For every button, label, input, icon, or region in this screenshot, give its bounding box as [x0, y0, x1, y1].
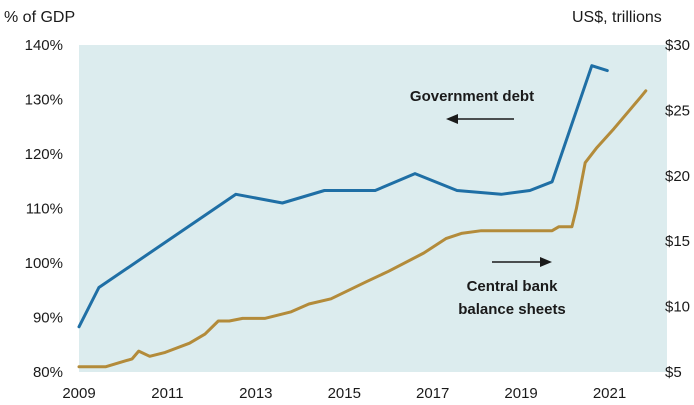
x-axis: 2009 2011 2013 2015 2017 2019 2021 [62, 385, 626, 402]
y-tick-right-label: $25 [665, 102, 690, 119]
x-tick-label: 2013 [239, 385, 272, 402]
government-debt-annotation: Government debt [410, 88, 534, 105]
y-tick-right-label: $30 [665, 37, 690, 54]
x-tick-label: 2011 [151, 385, 183, 402]
y-axis-left: 80% 90% 100% 110% 120% 130% 140% [25, 37, 63, 381]
x-tick-label: 2017 [416, 385, 449, 402]
y-tick-right-label: $10 [665, 299, 690, 316]
series-layer [77, 64, 648, 369]
y-tick-left-label: 140% [25, 37, 63, 54]
y-axis-right: $5 $10 $15 $20 $25 $30 [665, 37, 690, 381]
y-tick-left-label: 80% [33, 364, 63, 381]
government-debt-line [77, 64, 609, 329]
plot-area [79, 45, 667, 372]
left-arrow [446, 114, 514, 124]
y-tick-left-label: 90% [33, 310, 63, 327]
central-bank-annotation-line-2: balance sheets [458, 301, 566, 318]
x-tick-label: 2015 [328, 385, 361, 402]
x-tick-label: 2019 [504, 385, 537, 402]
x-tick-label: 2009 [62, 385, 95, 402]
y-tick-right-label: $20 [665, 168, 690, 185]
y-tick-left-label: 120% [25, 146, 63, 163]
y-tick-left-label: 130% [25, 92, 63, 109]
y-tick-left-label: 110% [26, 201, 63, 218]
right-arrow [492, 257, 552, 267]
y-axis-right-label: US$, trillions [572, 9, 662, 26]
y-tick-right-label: $5 [665, 364, 682, 381]
y-tick-right-label: $15 [665, 233, 690, 250]
y-tick-left-label: 100% [25, 255, 63, 272]
central-bank-balance-sheets-line [77, 89, 648, 369]
y-axis-left-label: % of GDP [4, 9, 75, 26]
central-bank-annotation-line-1: Central bank [467, 278, 559, 295]
x-tick-label: 2021 [593, 385, 626, 402]
